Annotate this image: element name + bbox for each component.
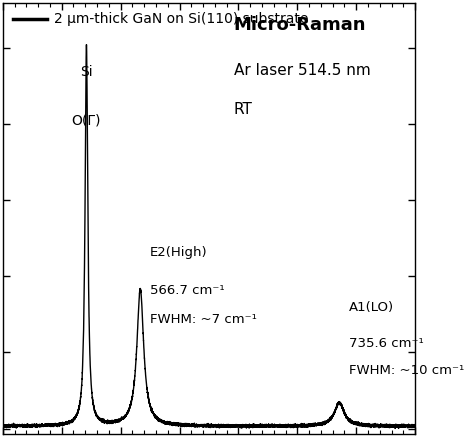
Text: FWHM: ~10 cm⁻¹: FWHM: ~10 cm⁻¹	[349, 364, 464, 377]
Text: Ar laser 514.5 nm: Ar laser 514.5 nm	[234, 63, 371, 78]
Text: O(Γ): O(Γ)	[72, 113, 101, 127]
Text: 735.6 cm⁻¹: 735.6 cm⁻¹	[349, 337, 423, 350]
Text: 566.7 cm⁻¹: 566.7 cm⁻¹	[150, 284, 224, 297]
Text: E2(High): E2(High)	[150, 246, 207, 260]
Text: RT: RT	[234, 102, 253, 117]
Legend: 2 μm-thick GaN on Si(110) substrate: 2 μm-thick GaN on Si(110) substrate	[9, 8, 313, 31]
Text: FWHM: ~7 cm⁻¹: FWHM: ~7 cm⁻¹	[150, 312, 256, 326]
Text: A1(LO): A1(LO)	[349, 302, 394, 315]
Text: Micro-Raman: Micro-Raman	[234, 16, 366, 34]
Text: Si: Si	[80, 65, 93, 79]
